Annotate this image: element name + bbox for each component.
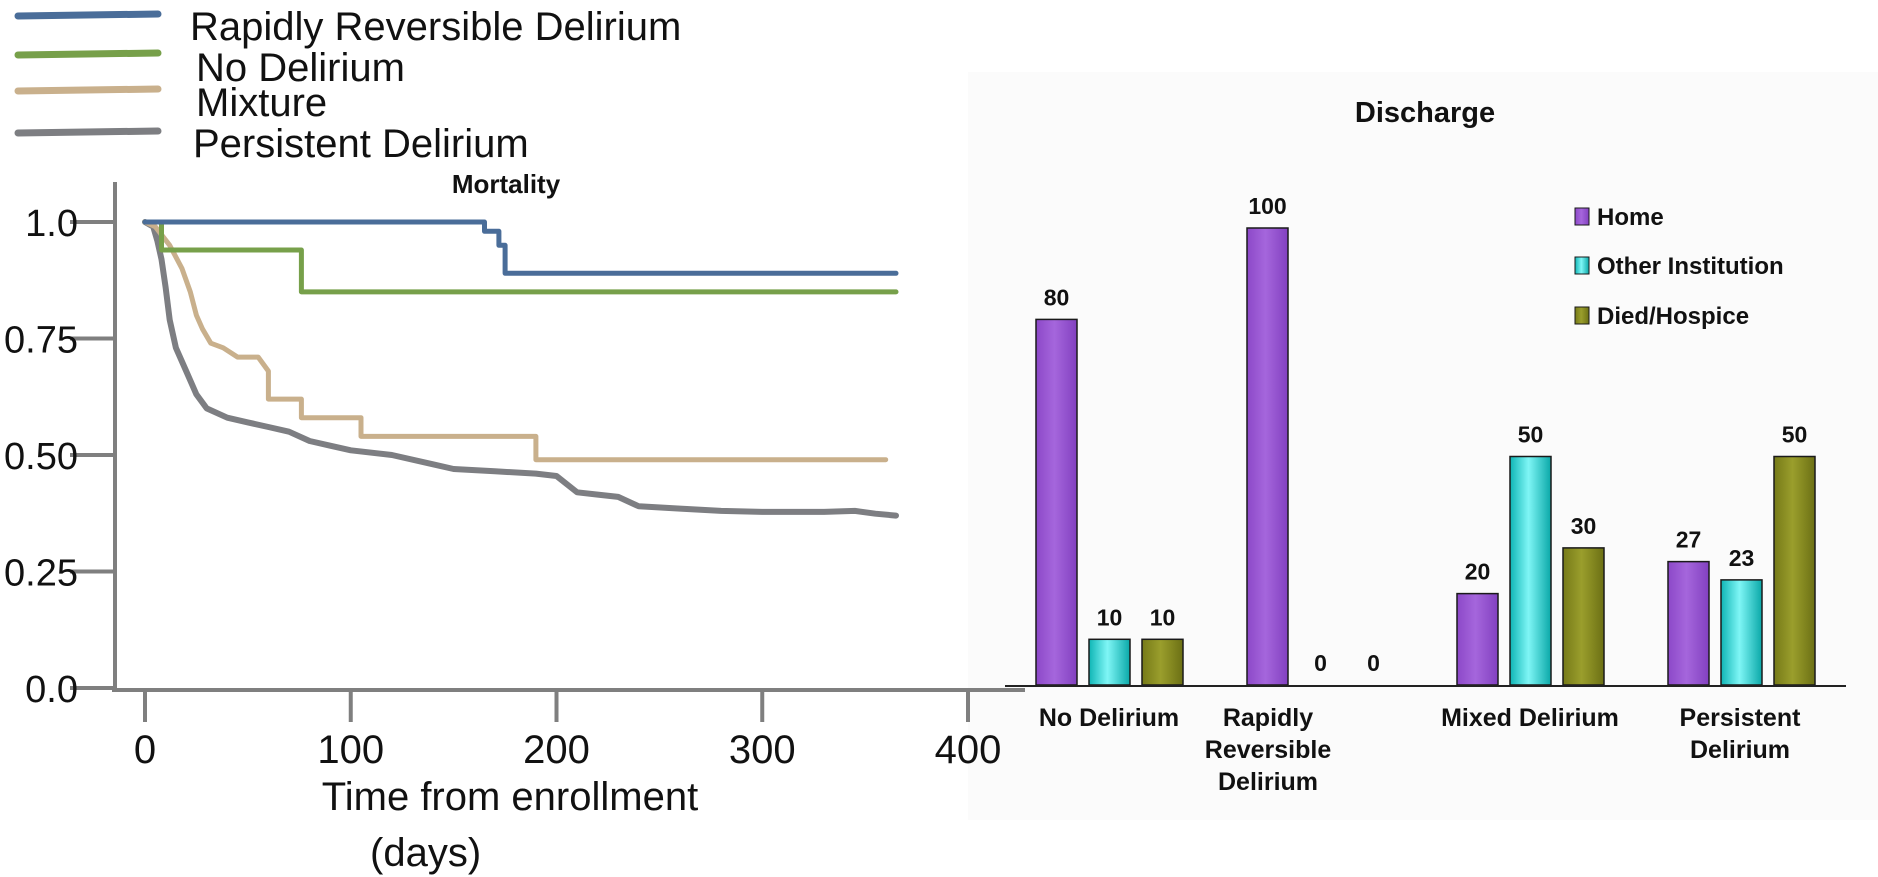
mortality-x-tick-label: 400 (935, 728, 1002, 772)
legend-label-mixture: Mixture (196, 81, 327, 125)
bar-value-label: 10 (1150, 604, 1176, 630)
discharge-legend-swatch-other (1574, 256, 1590, 275)
legend-swatch-mixture (14, 85, 162, 95)
discharge-legend-label-home: Home (1597, 204, 1664, 231)
mortality-x-tick-label: 0 (134, 728, 156, 772)
bar-value-label: 23 (1729, 545, 1755, 571)
discharge-legend-label-other: Other Institution (1597, 253, 1784, 280)
bar-other (1509, 455, 1552, 686)
discharge-category-label: Delirium (1690, 736, 1790, 764)
legend-swatch-none (14, 49, 162, 59)
mortality-series-rapid-line (142, 219, 899, 276)
discharge-category-label: Reversible (1205, 736, 1332, 764)
discharge-title: Discharge (1355, 97, 1495, 129)
mortality-x-tick-label: 200 (523, 728, 590, 772)
bar-value-label: 50 (1518, 422, 1544, 448)
bar-other (1088, 638, 1131, 686)
bar-home (1035, 318, 1078, 686)
legend-label-persistent: Persistent Delirium (193, 122, 529, 166)
mortality-series-persistent-line (142, 219, 899, 519)
mortality-title: Mortality (452, 169, 561, 199)
mortality-x-axis-label-line-2: (days) (370, 831, 481, 875)
discharge-axes: No Delirium Rapidly Reversible Delirium Mixe… (1005, 685, 1846, 796)
legend-label-rapid: Rapidly Reversible Delirium (190, 5, 681, 49)
bar-value-label: 80 (1044, 284, 1070, 310)
mortality-y-tick-label: 0.75 (4, 320, 78, 362)
bar-other (1720, 579, 1763, 686)
discharge-category-label: Persistent (1680, 704, 1802, 732)
bar-died (1562, 547, 1605, 686)
bar-value-label: 50 (1782, 422, 1808, 448)
mortality-chart: Mortality Rapidly Reversible DeliriumNo … (4, 5, 1025, 875)
bar-value-label: 20 (1465, 559, 1491, 585)
mortality-y-tick-label: 0.50 (4, 436, 78, 478)
discharge-category-label: No Delirium (1039, 704, 1179, 732)
discharge-chart: Discharge Home Other Institution Died/Hosp… (1005, 97, 1846, 796)
bar-died (1773, 455, 1816, 686)
discharge-bars: 80 10 10 100 0 0 20 50 30 27 23 50 (1035, 193, 1816, 686)
bar-value-label: 10 (1097, 604, 1123, 630)
mortality-y-tick-label: 1.0 (25, 203, 78, 245)
discharge-category-label: Rapidly (1223, 704, 1313, 732)
bar-value-label: 27 (1676, 527, 1702, 553)
bar-value-label: 0 (1314, 650, 1327, 676)
bar-value-label: 100 (1248, 193, 1286, 219)
bar-home (1246, 227, 1289, 686)
mortality-x-tick-label: 100 (317, 728, 384, 772)
bar-home (1667, 560, 1710, 686)
discharge-legend-label-died: Died/Hospice (1597, 303, 1749, 330)
mortality-series-mixture-line (142, 219, 889, 463)
discharge-category-label: Delirium (1218, 768, 1318, 796)
bar-died (1141, 638, 1184, 686)
legend-swatch-persistent (14, 127, 162, 137)
discharge-legend: Home Other Institution Died/Hospice (1574, 204, 1784, 330)
mortality-y-tick-label: 0.0 (25, 669, 78, 711)
mortality-x-tick-label: 300 (729, 728, 796, 772)
mortality-y-tick-label: 0.25 (4, 553, 78, 595)
discharge-panel-background (968, 72, 1878, 820)
mortality-series-none-line (142, 219, 899, 295)
mortality-x-axis-label-line-1: Time from enrollment (322, 775, 698, 819)
mortality-axes: 0.0 0.25 0.50 0.75 1.0 0 100 200 300 400 (4, 182, 1025, 772)
legend-label-none: No Delirium (196, 46, 405, 90)
discharge-legend-swatch-home (1574, 207, 1590, 226)
bar-home (1456, 592, 1499, 686)
mortality-series (142, 219, 899, 519)
discharge-legend-swatch-died (1574, 306, 1590, 325)
legend-swatch-rapid (14, 10, 162, 20)
bar-value-label: 30 (1571, 513, 1597, 539)
bar-value-label: 0 (1367, 650, 1380, 676)
discharge-category-label: Mixed Delirium (1441, 704, 1619, 732)
